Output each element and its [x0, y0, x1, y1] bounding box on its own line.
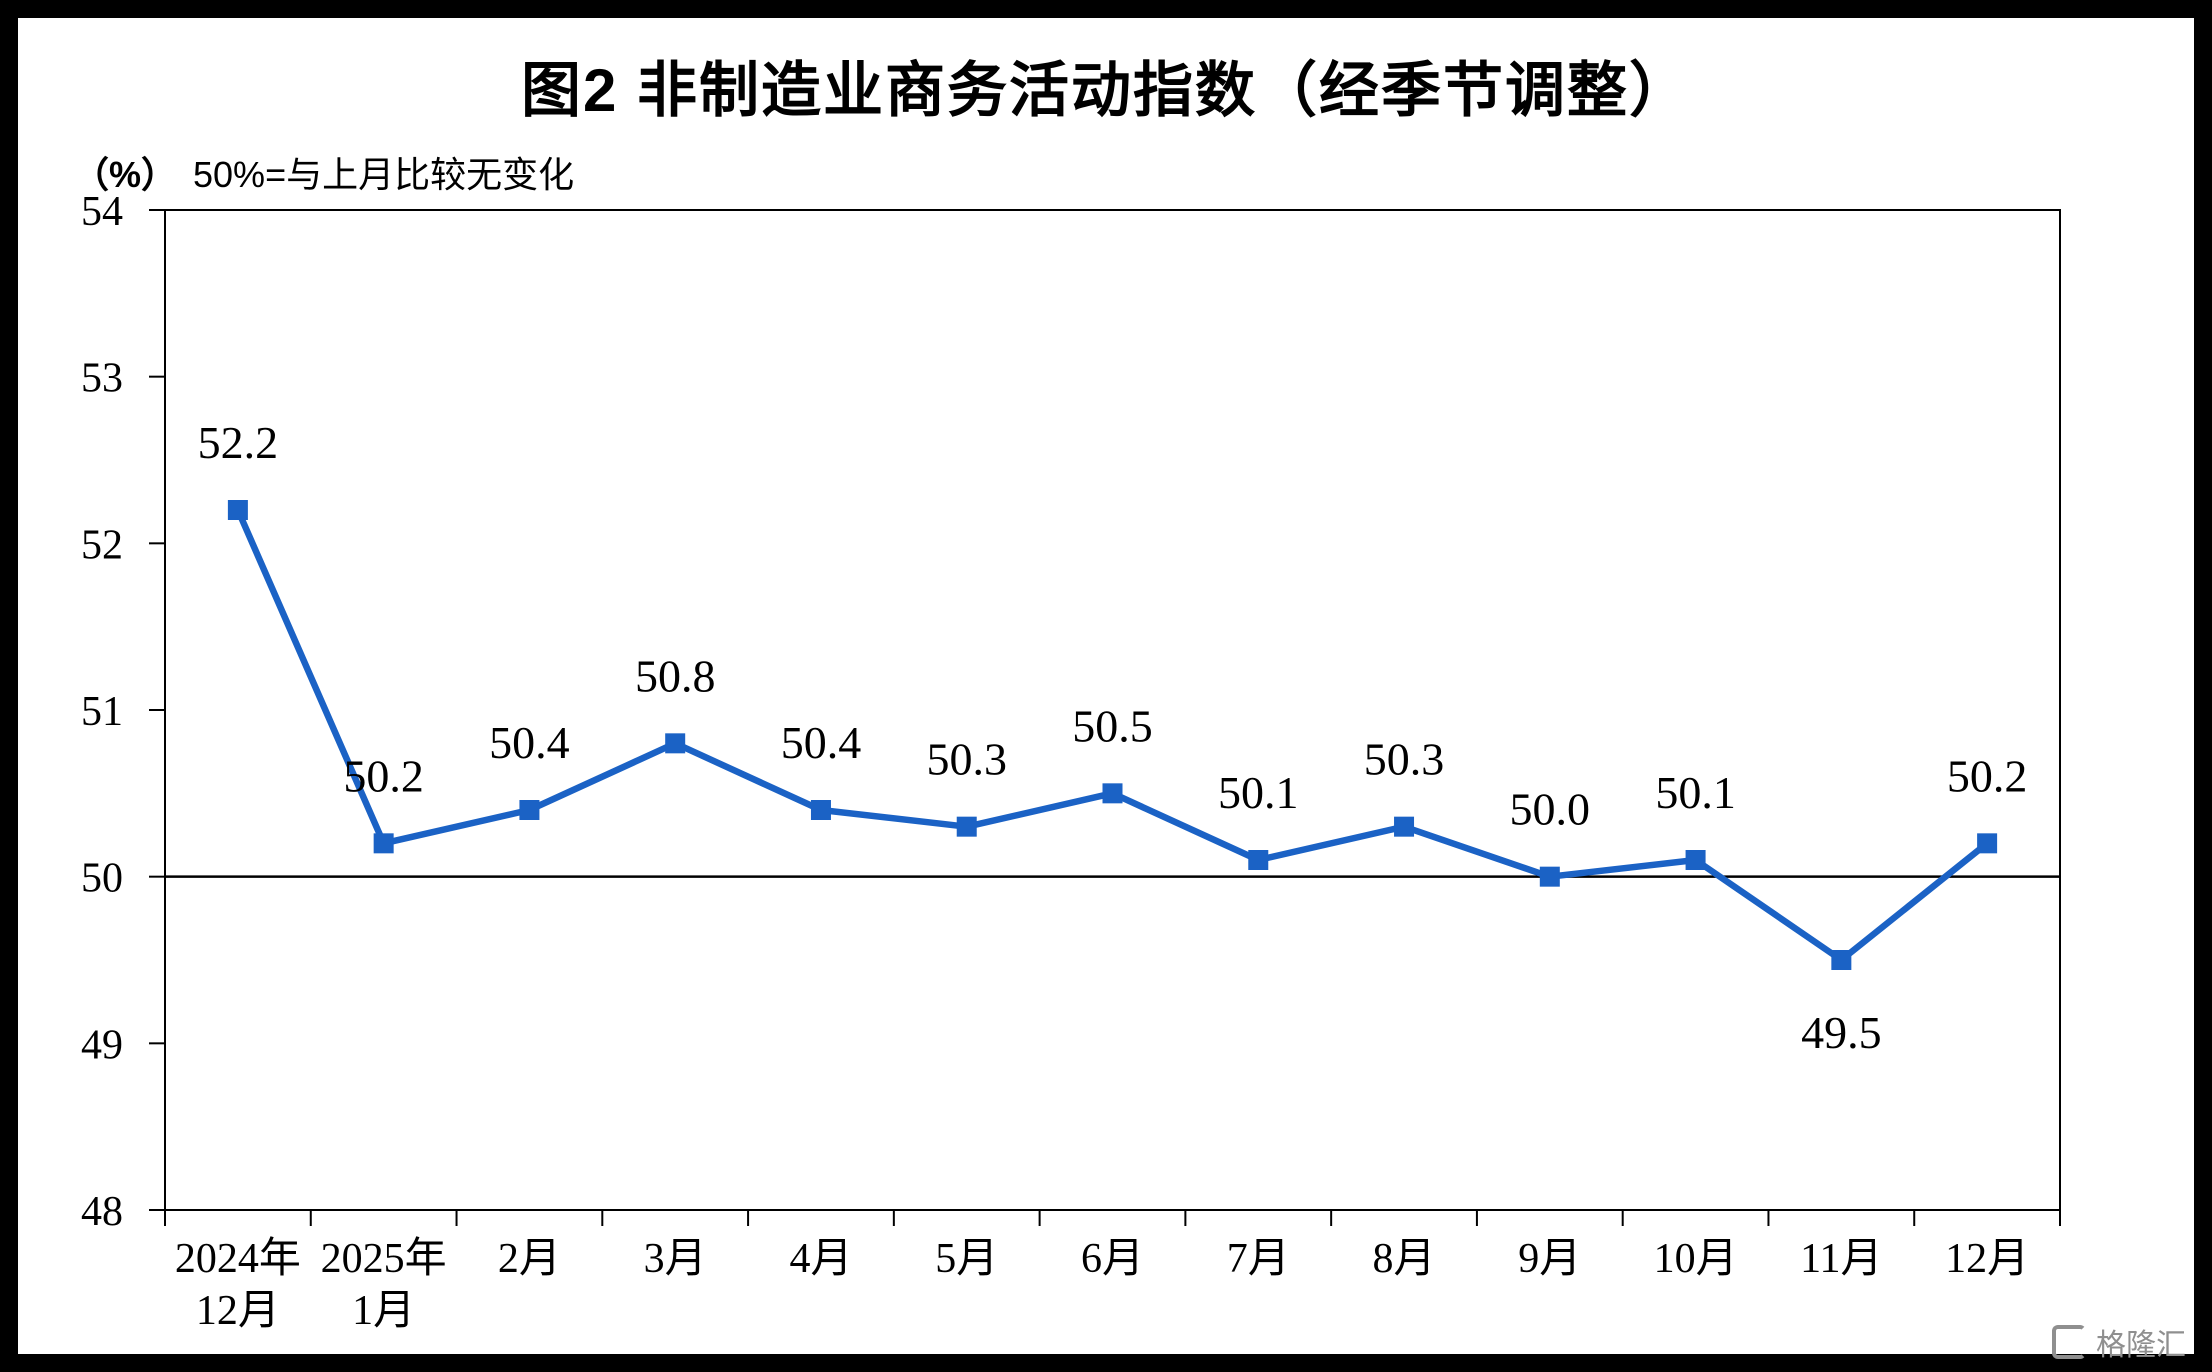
data-label: 52.2: [198, 417, 279, 468]
data-point-marker: [665, 733, 686, 754]
x-axis-label: 5月: [935, 1236, 998, 1282]
data-point-marker: [956, 816, 977, 837]
data-point-marker: [1394, 816, 1415, 837]
x-axis-label: 3月: [644, 1236, 707, 1282]
data-point-marker: [810, 800, 831, 820]
x-axis-label: 11月: [1800, 1236, 1882, 1282]
data-label: 50.1: [1218, 767, 1299, 818]
y-axis-label: 48: [81, 1189, 123, 1235]
subtitle: 50%=与上月比较无变化: [193, 154, 575, 195]
data-point-marker: [1102, 783, 1123, 804]
x-axis-label: 2025年: [321, 1235, 447, 1282]
data-point-marker: [373, 833, 394, 854]
data-label: 50.4: [781, 717, 862, 768]
y-axis-label: 53: [81, 356, 123, 402]
chart-title: 图2 非制造业商务活动指数（经季节调整）: [520, 57, 1692, 124]
data-point-marker: [227, 500, 248, 520]
data-point-marker: [519, 800, 540, 820]
data-label: 50.8: [635, 650, 716, 701]
x-axis-label: 2024年: [175, 1235, 301, 1282]
y-axis-label: 54: [81, 189, 123, 235]
data-label: 50.3: [1364, 734, 1445, 785]
axis-unit-note: （%） 50%=与上月比较无变化: [73, 146, 574, 198]
line-chart: 48 49 50 51 52 53 54 2024年 12月 2025年 1月 2月 3月 4月 5月 6月 7…: [18, 18, 2194, 1354]
data-label: 50.4: [489, 717, 570, 768]
data-point-marker: [1539, 866, 1560, 887]
x-axis-label: 10月: [1654, 1236, 1738, 1282]
data-point-marker: [1685, 850, 1706, 870]
data-label: 49.5: [1801, 1007, 1882, 1058]
x-axis-label: 8月: [1373, 1236, 1436, 1282]
data-point-marker: [1248, 850, 1269, 870]
x-axis-label: 6月: [1081, 1236, 1144, 1282]
gelonghui-logo-icon: [2052, 1325, 2086, 1359]
data-label: 50.0: [1510, 784, 1591, 835]
chart-page: 图2 非制造业商务活动指数（经季节调整） （%） 50%=与上月比较无变化 48…: [18, 18, 2194, 1354]
x-axis-label: 2月: [498, 1236, 561, 1282]
x-axis-label: 4月: [789, 1236, 852, 1282]
x-axis-label: 7月: [1227, 1236, 1290, 1282]
x-axis-label: 9月: [1518, 1236, 1581, 1282]
unit-label: （%）: [73, 154, 178, 195]
y-axis-label: 50: [81, 856, 123, 902]
watermark-text: 格隆汇: [2096, 1329, 2186, 1362]
y-axis-label: 49: [81, 1022, 123, 1068]
x-axis-label: 12月: [196, 1288, 280, 1334]
data-point-marker: [1831, 950, 1852, 970]
data-label: 50.3: [926, 734, 1007, 785]
x-axis-label: 1月: [352, 1288, 415, 1334]
data-label: 50.2: [1947, 750, 2028, 801]
y-axis-label: 51: [81, 689, 123, 735]
watermark: 格隆汇: [2052, 1320, 2186, 1364]
data-label: 50.1: [1655, 767, 1736, 818]
x-axis-label: 12月: [1945, 1236, 2029, 1282]
data-label: 50.5: [1072, 700, 1153, 751]
data-point-marker: [1977, 833, 1998, 854]
y-axis-label: 52: [81, 522, 123, 568]
data-label: 50.2: [343, 750, 424, 801]
